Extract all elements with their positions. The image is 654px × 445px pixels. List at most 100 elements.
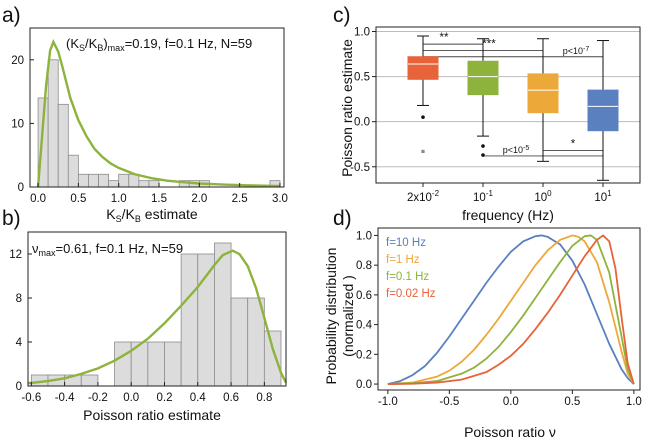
panel-c-frame: [375, 26, 641, 184]
panel-d-ytick-label: 0.6: [356, 290, 372, 302]
panel-c-ytick-label: -0.5: [350, 162, 370, 174]
panel-d-ytick-label: 0.8: [356, 260, 372, 272]
histogram-bar: [57, 103, 69, 188]
panel-a-frame: [29, 27, 285, 188]
histogram-bar: [67, 154, 79, 188]
box-iqr: [587, 89, 619, 132]
panel-b-xtick-label: -0.6: [21, 392, 41, 404]
panel-d-ylabel-line1: Probability distribution: [323, 248, 339, 385]
panel-a-xtick-label: 2.5: [232, 193, 248, 205]
panel-b-ytick-label: 8: [16, 293, 22, 305]
fit-curve: [36, 39, 280, 188]
legend-entry: f=0.1 Hz: [386, 271, 429, 283]
xtick-exponent: 1: [607, 189, 612, 198]
panel-b-ytick-label: 4: [16, 337, 23, 349]
series-line: [387, 234, 635, 385]
panel-a-ytick-label: 0: [18, 182, 24, 194]
panel-a-xtick-label: 0.5: [70, 193, 86, 205]
histogram-bar: [128, 173, 140, 188]
panel-a-xtick-label: 1.5: [151, 193, 167, 205]
panel-a-ytick-label: 20: [11, 55, 24, 67]
outlier-point: [421, 115, 425, 119]
legend-entry: f=0.02 Hz: [386, 288, 436, 300]
line-panel-d: -1.0 -0.5 0.0 0.5 1.0 0.0 0.2 0.4 0.6 0.8 1.0 f=10…: [323, 227, 642, 440]
panel-c-ytick-label: 0.0: [354, 117, 370, 129]
panel-letter-a: a): [2, 4, 21, 27]
panel-c-xtick-label: 2x10-2: [407, 189, 440, 204]
histogram-bar: [77, 173, 89, 188]
outlier-point-faint: [421, 149, 425, 154]
panel-a-xtick-label: 0.0: [30, 193, 46, 205]
panel-letter-d: d): [333, 207, 352, 230]
histogram-bar: [180, 253, 199, 387]
significance-label: **: [440, 32, 449, 44]
panel-d-xlabel: Poisson ratio ν: [464, 424, 556, 440]
xtick-exponent: -1: [486, 189, 494, 198]
significance-label-text: **: [440, 32, 449, 44]
panel-letter-b: b): [2, 207, 21, 230]
significance-label-text: p<10: [503, 145, 523, 155]
histogram-bar: [47, 59, 59, 188]
panel-d-xtick-label: -1.0: [378, 396, 398, 408]
significance-label: ***: [482, 38, 496, 50]
fit-curve: [27, 249, 288, 385]
panel-a-xtick-label: 3.0: [272, 193, 288, 205]
histogram-bar: [230, 297, 249, 387]
panel-d-xtick-label: 1.0: [626, 396, 642, 408]
panel-b-xtick-label: 0.6: [223, 392, 239, 404]
panel-a-annotation: (KS/KB)max=0.19, f=0.1 Hz, N=59: [66, 36, 252, 53]
panel-b-ytick-label: 12: [9, 249, 22, 261]
panel-a-xtick-label: 1.0: [111, 193, 127, 205]
histogram-bar: [138, 180, 150, 188]
xtick-base: 2x10: [407, 192, 432, 204]
panel-d-ytick-label: 0.0: [356, 379, 372, 391]
panel-d-xtick-label: -0.5: [439, 396, 459, 408]
histogram-bar: [263, 330, 282, 387]
significance-label: p<10-5: [503, 145, 530, 155]
series-line: [387, 234, 635, 385]
histogram-bar: [147, 341, 165, 387]
panel-d-xtick-label: 0.0: [503, 396, 519, 408]
significance-label-text: p<10: [563, 46, 583, 56]
xtick-base: 10: [473, 192, 486, 204]
xtick-base: 10: [534, 192, 547, 204]
panel-d-frame: [377, 227, 641, 391]
panel-b-frame: [27, 231, 287, 387]
histogram-bar: [214, 242, 232, 387]
series-line: [387, 234, 635, 385]
outlier-point: [481, 153, 485, 157]
panel-b-ytick-label: 0: [16, 381, 22, 393]
panel-d-xtick-label: 0.5: [564, 396, 580, 408]
panel-a-ytick-label: 10: [11, 118, 24, 130]
significance-label: p<10-7: [563, 46, 590, 56]
histogram-bar: [80, 374, 99, 387]
legend-entry: f=1 Hz: [386, 254, 420, 266]
panel-b-annotation: νmax=0.61, f=0.1 Hz, N=59: [32, 241, 183, 258]
histogram-bar: [114, 341, 132, 387]
panel-b-xtick-label: 0.0: [123, 392, 139, 404]
outlier-point: [481, 144, 485, 148]
histogram-bar: [108, 180, 120, 188]
panel-b-xtick-label: -0.2: [88, 392, 108, 404]
xtick-exponent: -2: [432, 189, 440, 198]
significance-label-exponent: -7: [583, 46, 589, 53]
panel-d-ytick-label: 1.0: [356, 230, 372, 242]
box-iqr: [527, 73, 559, 114]
panel-b-xtick-label: -0.4: [55, 392, 75, 404]
histogram-bar: [164, 341, 182, 387]
panel-letter-c: c): [333, 4, 351, 27]
panel-c-ylabel: Poisson ratio estimate: [339, 39, 355, 177]
panel-b-xtick-label: 0.4: [190, 392, 207, 404]
significance-label-text: *: [571, 139, 576, 151]
histogram-bar: [197, 253, 215, 387]
box-iqr: [407, 56, 439, 80]
significance-label-exponent: -5: [523, 145, 529, 152]
significance-label-text: ***: [482, 38, 496, 50]
panel-c-ytick-label: 0.5: [354, 72, 370, 84]
panel-c-xlabel: frequency (Hz): [462, 207, 554, 223]
histogram-bar: [88, 173, 99, 188]
histogram-bar: [148, 180, 160, 188]
series-line: [387, 234, 635, 385]
histogram-panel-b: -0.6 -0.4 -0.2 0.0 0.2 0.4 0.6 0.8 0 4 8 12 νmax=0.…: [9, 231, 288, 423]
